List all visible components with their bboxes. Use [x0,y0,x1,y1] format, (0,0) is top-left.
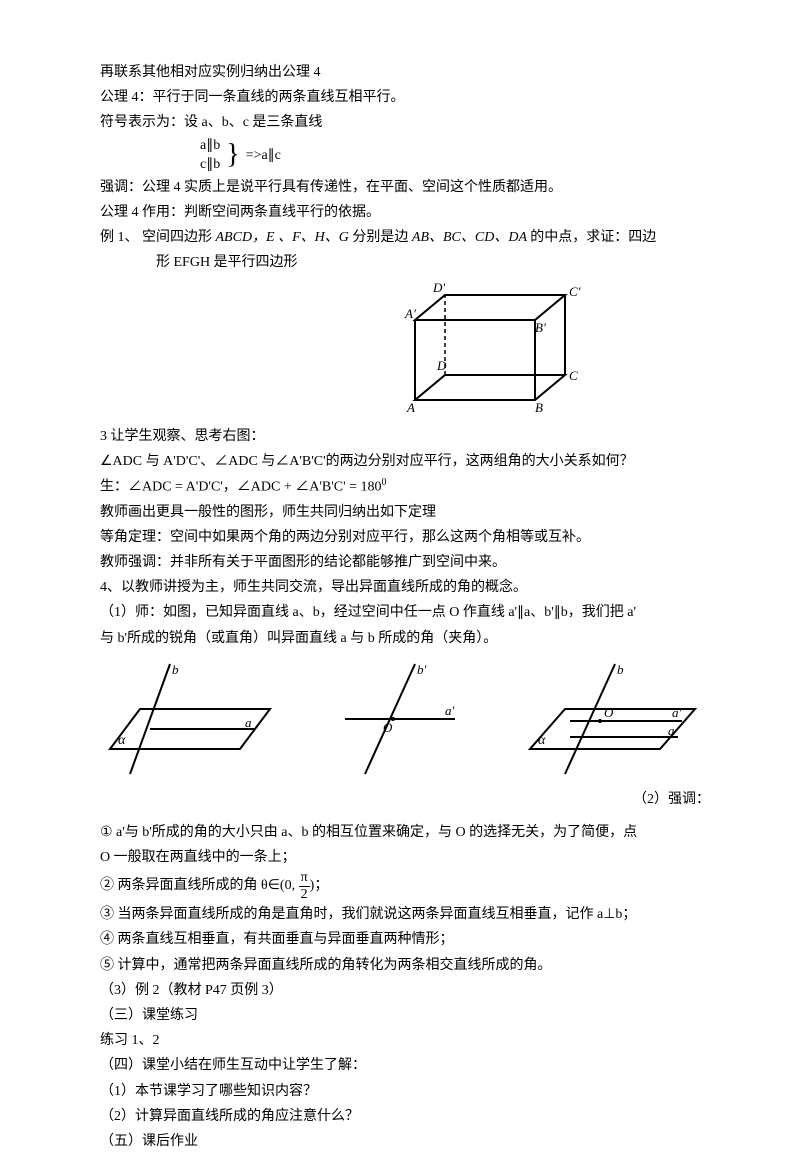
svg-text:C: C [569,368,578,383]
svg-text:O: O [383,720,393,735]
text-line: 与 b'所成的锐角（或直角）叫异面直线 a 与 b 所成的角（夹角）。 [100,626,710,651]
text-line: 符号表示为：设 a、b、c 是三条直线 [100,110,710,135]
text-line: 形 EFGH 是平行四边形 [100,250,710,275]
text-line: ∠ADC 与 A'D'C'、∠ADC 与∠A'B'C'的两边分别对应平行，这两组… [100,449,710,474]
text-line: ⑤ 计算中，通常把两条异面直线所成的角转化为两条相交直线所成的角。 [100,953,710,978]
brace-item: c∥b [200,155,220,175]
text-line: 再联系其他相对应实例归纳出公理 4 [100,60,710,85]
svg-text:a': a' [672,705,682,720]
text-line: 等角定理：空间中如果两个角的两边分别对应平行，那么这两个角相等或互补。 [100,525,710,550]
brace-result: =>a∥c [246,143,281,168]
text-line: （三）课堂练习 [100,1003,710,1028]
svg-text:C': C' [569,284,581,299]
svg-text:A': A' [404,306,416,321]
svg-text:b: b [617,662,624,677]
svg-text:b': b' [417,662,427,677]
svg-text:D: D [436,358,447,373]
fraction-den: 2 [299,887,310,902]
text-line: ② 两条异面直线所成的角 θ∈(0, π2)； [100,870,710,902]
text: ② 两条异面直线所成的角 θ∈(0, [100,879,299,894]
svg-text:O: O [604,705,614,720]
text-line: 教师强调：并非所有关于平面图形的结论都能够推广到空间中来。 [100,550,710,575]
fraction: π2 [299,870,310,902]
svg-text:a: a [245,715,252,730]
text: )； [310,879,329,894]
text: 例 1、 空间四边形 [100,230,216,245]
text-line: 强调：公理 4 实质上是说平行具有传递性，在平面、空间这个性质都适用。 [100,175,710,200]
text-line: （五）课后作业 [100,1129,710,1154]
brace-item: a∥b [200,136,220,156]
text-line: O 一般取在两直线中的一条上； [100,845,710,870]
svg-text:α: α [538,733,546,748]
text-line: 4、以教师讲授为主，师生共同交流，导出异面直线所成的角的概念。 [100,575,710,600]
text-note: （2）强调： [100,787,710,812]
brace-symbol: } [226,141,239,169]
text: 分别是边 [352,230,412,245]
text-line: （3）例 2（教材 P47 页例 3） [100,978,710,1003]
text-line: 练习 1、2 [100,1028,710,1053]
svg-text:B: B [535,400,543,415]
svg-text:B': B' [535,320,546,335]
text: 的中点，求证：四边 [530,230,656,245]
svg-text:D': D' [432,280,445,295]
text-italic: ABCD，E 、F、H、G [216,230,353,245]
svg-text:a: a [668,723,675,738]
svg-text:b: b [172,662,179,677]
fraction-num: π [299,870,310,886]
text-line: 教师画出更具一般性的图形，师生共同归纳出如下定理 [100,500,710,525]
text: 生：∠ADC = A'D'C'，∠ADC + ∠A'B'C' = 180 [100,480,382,495]
text-italic: AB、BC、CD、DA [412,230,530,245]
svg-text:A: A [406,400,415,415]
text-line: 例 1、 空间四边形 ABCD，E 、F、H、G 分别是边 AB、BC、CD、D… [100,225,710,250]
text-line: （1）本节课学习了哪些知识内容？ [100,1079,710,1104]
figure-planes: α a b O a' b' O a a' b α [100,659,710,779]
svg-text:a': a' [445,703,455,718]
text-line: ③ 当两条异面直线所成的角是直角时，我们就说这两条异面直线互相垂直，记作 a⊥b… [100,902,710,927]
text-line: （2）计算异面直线所成的角应注意什么？ [100,1104,710,1129]
text-line: 3 让学生观察、思考右图： [100,424,710,449]
superscript: 0 [382,477,387,488]
text-line: 公理 4：平行于同一条直线的两条直线互相平行。 [100,85,710,110]
figure-cube: A B C D A' B' C' D' [280,280,710,420]
text-line: ① a'与 b'所成的角的大小只由 a、b 的相互位置来确定，与 O 的选择无关… [100,820,710,845]
text-line: （1）师：如图，已知异面直线 a、b，经过空间中任一点 O 作直线 a'∥a、b… [100,600,710,625]
text-line: ④ 两条直线互相垂直，有共面垂直与异面垂直两种情形； [100,927,710,952]
text-line: （四）课堂小结在师生互动中让学生了解： [100,1053,710,1078]
text-line: 公理 4 作用：判断空间两条直线平行的依据。 [100,200,710,225]
svg-text:α: α [118,733,126,748]
text-line: 生：∠ADC = A'D'C'，∠ADC + ∠A'B'C' = 1800 [100,474,710,500]
brace-expression: a∥b c∥b } =>a∥c [100,136,710,175]
